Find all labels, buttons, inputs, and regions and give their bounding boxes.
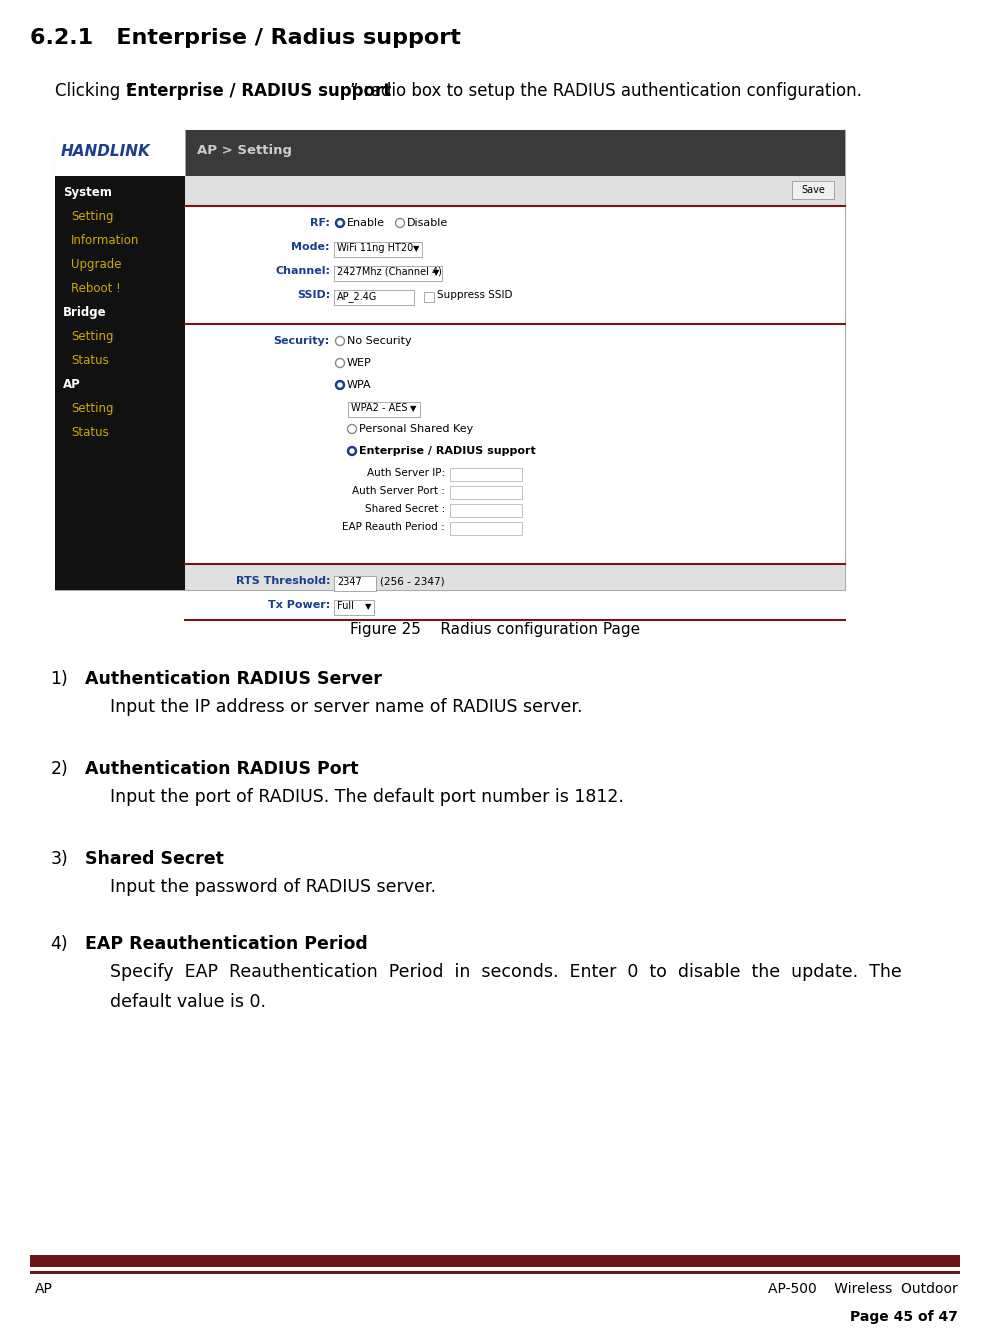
Text: EAP Reauthentication Period: EAP Reauthentication Period bbox=[85, 935, 367, 953]
Bar bbox=[450, 468, 522, 481]
Text: (256 - 2347): (256 - 2347) bbox=[380, 577, 445, 586]
Text: default value is 0.: default value is 0. bbox=[110, 993, 266, 1011]
FancyBboxPatch shape bbox=[792, 181, 834, 199]
Bar bbox=[334, 242, 422, 257]
Text: 2): 2) bbox=[50, 759, 68, 778]
Text: Suppress SSID: Suppress SSID bbox=[437, 290, 513, 300]
Text: Input the password of RADIUS server.: Input the password of RADIUS server. bbox=[110, 878, 436, 896]
Text: Enterprise / RADIUS support: Enterprise / RADIUS support bbox=[359, 446, 536, 456]
Text: ” radio box to setup the RADIUS authentication configuration.: ” radio box to setup the RADIUS authenti… bbox=[350, 82, 862, 99]
Bar bbox=[334, 266, 442, 281]
Text: 1): 1) bbox=[50, 671, 68, 688]
Bar bbox=[348, 402, 420, 417]
Text: Auth Server IP:: Auth Server IP: bbox=[367, 468, 445, 478]
Text: AP: AP bbox=[63, 378, 81, 391]
Text: Authentication RADIUS Server: Authentication RADIUS Server bbox=[85, 671, 382, 688]
Text: Personal Shared Key: Personal Shared Key bbox=[359, 423, 473, 434]
Text: WiFi 11ng HT20: WiFi 11ng HT20 bbox=[337, 243, 413, 253]
Text: Shared Secret: Shared Secret bbox=[85, 849, 224, 868]
Text: AP_2.4G: AP_2.4G bbox=[337, 292, 377, 302]
Text: Security:: Security: bbox=[274, 336, 330, 345]
Text: ▼: ▼ bbox=[413, 245, 420, 254]
Text: Page 45 of 47: Page 45 of 47 bbox=[850, 1310, 958, 1324]
Text: 3): 3) bbox=[50, 849, 68, 868]
Text: Mode:: Mode: bbox=[291, 242, 330, 253]
Text: AP > Setting: AP > Setting bbox=[197, 144, 292, 157]
Text: Reboot !: Reboot ! bbox=[71, 282, 121, 294]
Bar bbox=[55, 130, 185, 590]
Text: Shared Secret :: Shared Secret : bbox=[364, 504, 445, 513]
Bar bbox=[30, 1255, 960, 1267]
Text: Auth Server Port :: Auth Server Port : bbox=[352, 487, 445, 496]
Text: Status: Status bbox=[71, 426, 109, 439]
Text: No Security: No Security bbox=[347, 336, 412, 345]
Bar bbox=[424, 292, 434, 302]
Circle shape bbox=[338, 383, 342, 387]
Bar bbox=[30, 1271, 960, 1274]
Circle shape bbox=[350, 449, 354, 453]
Circle shape bbox=[336, 380, 345, 390]
Text: WPA2 - AES: WPA2 - AES bbox=[351, 403, 408, 413]
Bar bbox=[450, 521, 522, 535]
Text: Full: Full bbox=[337, 601, 353, 612]
Text: Disable: Disable bbox=[407, 218, 448, 228]
Bar bbox=[55, 130, 845, 176]
Text: Specify  EAP  Reauthentication  Period  in  seconds.  Enter  0  to  disable  the: Specify EAP Reauthentication Period in s… bbox=[110, 964, 902, 981]
Text: Tx Power:: Tx Power: bbox=[267, 599, 330, 610]
Text: ▼: ▼ bbox=[365, 602, 371, 612]
Bar bbox=[185, 176, 845, 206]
Text: Enterprise / RADIUS support: Enterprise / RADIUS support bbox=[126, 82, 391, 99]
Text: EAP Reauth Period :: EAP Reauth Period : bbox=[343, 521, 445, 532]
Bar bbox=[334, 599, 374, 616]
Text: 2347: 2347 bbox=[337, 577, 361, 587]
Text: Input the IP address or server name of RADIUS server.: Input the IP address or server name of R… bbox=[110, 698, 582, 716]
Text: Setting: Setting bbox=[71, 210, 114, 223]
Text: RTS Threshold:: RTS Threshold: bbox=[236, 577, 330, 586]
Text: ▼: ▼ bbox=[410, 405, 417, 414]
Text: RF:: RF: bbox=[310, 218, 330, 228]
Text: WEP: WEP bbox=[347, 358, 372, 368]
Circle shape bbox=[347, 446, 356, 456]
Text: 6.2.1   Enterprise / Radius support: 6.2.1 Enterprise / Radius support bbox=[30, 28, 461, 48]
Bar bbox=[450, 487, 522, 499]
Text: 2427Mhz (Channel 4): 2427Mhz (Channel 4) bbox=[337, 267, 442, 277]
Circle shape bbox=[338, 220, 342, 224]
Text: WPA: WPA bbox=[347, 380, 371, 390]
Text: Information: Information bbox=[71, 234, 140, 247]
Text: Upgrade: Upgrade bbox=[71, 258, 122, 271]
Text: ▼: ▼ bbox=[433, 269, 440, 277]
Text: Clicking “: Clicking “ bbox=[55, 82, 134, 99]
Text: Bridge: Bridge bbox=[63, 306, 107, 319]
Text: System: System bbox=[63, 185, 112, 199]
Text: AP-500    Wireless  Outdoor: AP-500 Wireless Outdoor bbox=[768, 1282, 958, 1296]
FancyBboxPatch shape bbox=[55, 130, 845, 590]
Text: SSID:: SSID: bbox=[297, 290, 330, 300]
Bar bbox=[55, 130, 185, 176]
Bar bbox=[185, 206, 845, 324]
Text: Save: Save bbox=[801, 185, 825, 195]
Text: Figure 25    Radius configuration Page: Figure 25 Radius configuration Page bbox=[349, 622, 641, 637]
Text: Status: Status bbox=[71, 353, 109, 367]
Text: Input the port of RADIUS. The default port number is 1812.: Input the port of RADIUS. The default po… bbox=[110, 788, 624, 806]
Text: AP: AP bbox=[35, 1282, 52, 1296]
Text: Setting: Setting bbox=[71, 402, 114, 415]
Bar bbox=[185, 324, 845, 564]
Bar bbox=[185, 176, 845, 590]
Text: Enable: Enable bbox=[347, 218, 385, 228]
Bar bbox=[334, 290, 414, 305]
Bar bbox=[334, 577, 376, 591]
Text: HANDLINK: HANDLINK bbox=[61, 144, 150, 159]
Bar bbox=[450, 504, 522, 517]
Text: Setting: Setting bbox=[71, 331, 114, 343]
Circle shape bbox=[336, 219, 345, 227]
Text: 4): 4) bbox=[50, 935, 68, 953]
Text: Authentication RADIUS Port: Authentication RADIUS Port bbox=[85, 759, 358, 778]
Text: Channel:: Channel: bbox=[275, 266, 330, 276]
